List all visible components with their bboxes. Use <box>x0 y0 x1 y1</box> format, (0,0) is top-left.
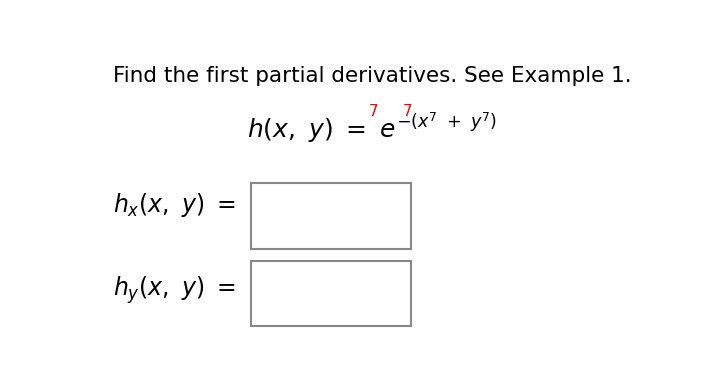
Text: $\mathit{h}(\mathit{x},\ \mathit{y})\ =\ \mathit{e}^{-(\mathit{x}^7\ +\ \mathit{: $\mathit{h}(\mathit{x},\ \mathit{y})\ =\… <box>247 110 497 145</box>
FancyBboxPatch shape <box>251 261 412 326</box>
Text: $7$: $7$ <box>368 103 378 119</box>
FancyBboxPatch shape <box>251 183 412 249</box>
Text: $\mathit{h}_{\mathit{y}}(\mathit{x},\ \mathit{y})\ =$: $\mathit{h}_{\mathit{y}}(\mathit{x},\ \m… <box>113 274 237 306</box>
Text: Find the first partial derivatives. See Example 1.: Find the first partial derivatives. See … <box>113 66 632 86</box>
Text: $7$: $7$ <box>401 103 412 119</box>
Text: $\mathit{h}_{\mathit{x}}(\mathit{x},\ \mathit{y})\ =$: $\mathit{h}_{\mathit{x}}(\mathit{x},\ \m… <box>113 191 237 219</box>
